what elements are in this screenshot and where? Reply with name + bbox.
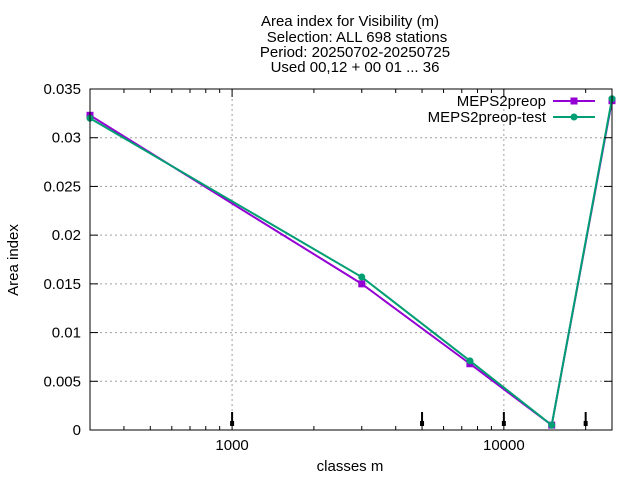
class-marker-point	[583, 421, 588, 426]
class-marker-point	[420, 421, 425, 426]
y-tick-label: 0	[73, 422, 81, 439]
title-line-1: Area index for Visibility (m)	[261, 13, 439, 30]
x-tick-label: 10000	[483, 437, 525, 454]
y-tick-label: 0.03	[52, 130, 81, 147]
title-line-4: Used 00,12 + 00 01 ... 36	[271, 59, 440, 76]
data-point	[358, 280, 366, 288]
legend-label: MEPS2preop	[457, 93, 546, 110]
data-point	[358, 273, 366, 281]
y-axis-label: Area index	[5, 224, 22, 296]
y-tick-label: 0.005	[43, 373, 81, 390]
chart-title: Area index for Visibility (m) Selection:…	[260, 13, 450, 76]
grid	[90, 89, 612, 430]
y-axis-ticks: 0 0.005 0.01 0.015 0.02 0.025 0.03 0.035	[43, 81, 612, 439]
series-layer	[86, 95, 616, 429]
series-line	[89, 100, 613, 427]
data-point	[466, 357, 474, 365]
class-markers	[230, 412, 588, 426]
legend-marker	[570, 113, 578, 121]
y-tick-label: 0.025	[43, 178, 81, 195]
series-2	[86, 95, 616, 429]
title-line-3: Period: 20250702-20250725	[260, 44, 450, 61]
legend-label: MEPS2preop-test	[428, 109, 547, 126]
x-tick-label: 1000	[215, 437, 248, 454]
data-point	[548, 421, 556, 429]
x-axis-ticks: 1000 10000	[123, 89, 587, 454]
legend-marker	[570, 97, 578, 105]
plot-frame	[89, 88, 613, 431]
title-line-2: Selection: ALL 698 stations	[267, 29, 447, 46]
y-tick-label: 0.035	[43, 81, 81, 98]
y-tick-label: 0.015	[43, 276, 81, 293]
series-line	[89, 98, 613, 427]
series-1	[86, 97, 616, 429]
y-tick-label: 0.01	[52, 325, 81, 342]
y-tick-label: 0.02	[52, 227, 81, 244]
x-axis-label: classes m	[317, 458, 384, 475]
